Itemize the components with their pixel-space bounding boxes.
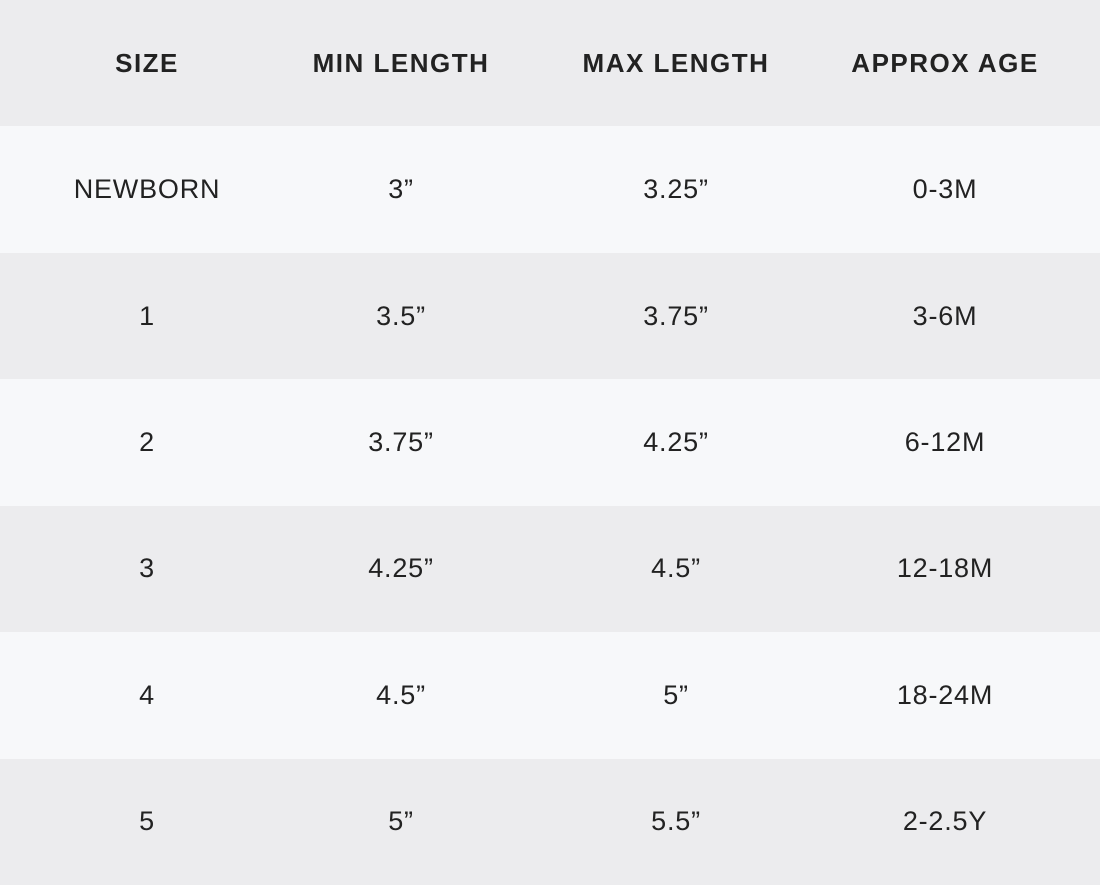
body-cell: 4 bbox=[139, 679, 155, 710]
body-cell: 12-18M bbox=[896, 553, 994, 584]
body-cell: NEWBORN bbox=[73, 174, 221, 205]
body-cell: 4.5” bbox=[376, 679, 426, 710]
body-cell: 2-2.5Y bbox=[902, 806, 988, 837]
body-cell: 0-3M bbox=[912, 174, 978, 205]
body-cell: 3” bbox=[388, 174, 414, 205]
body-cell: 6-12M bbox=[904, 426, 986, 457]
body-cell: 2 bbox=[139, 426, 155, 457]
body-cell: 3-6M bbox=[912, 300, 978, 331]
body-cell: 3.5” bbox=[376, 300, 426, 331]
body-cell: 3.25” bbox=[643, 174, 709, 205]
body-cell: 5 bbox=[139, 806, 155, 837]
body-cell: 3.75” bbox=[368, 426, 434, 457]
table-row: 4 4.5” 5” 18-24M bbox=[0, 632, 1100, 759]
body-cell: 4.25” bbox=[368, 553, 434, 584]
body-cell: 5” bbox=[663, 679, 689, 710]
table-row: 1 3.5” 3.75” 3-6M bbox=[0, 252, 1100, 380]
header-cell: SIZE bbox=[115, 47, 179, 78]
header-cell: APPROX AGE bbox=[851, 47, 1039, 78]
body-cell: 5.5” bbox=[651, 806, 701, 837]
table-row: 5 5” 5.5” 2-2.5Y bbox=[0, 758, 1100, 885]
table-row: 3 4.25” 4.5” 12-18M bbox=[0, 505, 1100, 633]
body-cell: 1 bbox=[139, 300, 155, 331]
header-cell: MIN LENGTH bbox=[312, 47, 490, 78]
body-cell: 5” bbox=[388, 806, 414, 837]
header-row: SIZE MIN LENGTH MAX LENGTH APPROX AGE bbox=[0, 0, 1100, 127]
body-cell: 4.5” bbox=[651, 553, 701, 584]
body-cell: 18-24M bbox=[896, 679, 994, 710]
table-row: 2 3.75” 4.25” 6-12M bbox=[0, 379, 1100, 506]
body-cell: 3 bbox=[139, 553, 155, 584]
body-cell: 3.75” bbox=[643, 300, 709, 331]
header-cell: MAX LENGTH bbox=[582, 47, 770, 78]
table-row: NEWBORN 3” 3.25” 0-3M bbox=[0, 126, 1100, 253]
body-cell: 4.25” bbox=[643, 426, 709, 457]
